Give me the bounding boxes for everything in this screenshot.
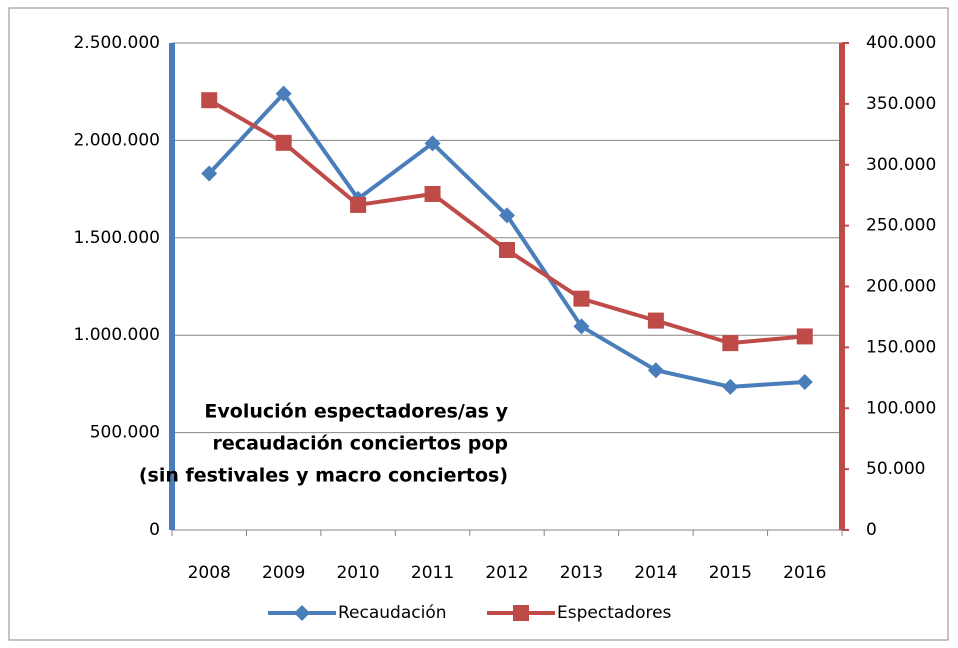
marker [350,196,367,213]
y-tick-label: 500.000 [90,423,160,443]
chart-frame [8,7,949,641]
marker [499,207,515,224]
legend-marker [294,605,310,621]
x-tick-label: 2010 [336,563,379,583]
marker [796,373,813,390]
legend-label: Recaudación [338,603,447,623]
y2-tick-label: 350.000 [866,94,936,114]
marker [573,290,590,307]
marker [424,185,441,202]
y-tick-label: 1.500.000 [73,228,160,248]
y2-tick-label: 300.000 [866,155,936,175]
marker [647,362,664,379]
x-tick-label: 2011 [411,563,454,583]
marker [275,134,292,151]
legend-label: Espectadores [557,603,672,623]
x-tick-label: 2009 [262,563,305,583]
x-tick-label: 2012 [485,563,528,583]
marker [499,241,515,258]
y2-tick-label: 50.000 [866,459,925,479]
y2-tick-label: 400.000 [866,33,936,53]
marker [201,92,218,109]
chart-title: (sin festivales y macro conciertos) [139,465,508,487]
marker [722,378,739,395]
marker [424,135,441,152]
x-tick-label: 2008 [188,563,231,583]
y2-tick-label: 150.000 [866,337,936,357]
y2-tick-label: 0 [866,520,877,540]
x-tick-label: 2014 [634,563,677,583]
marker [796,328,813,345]
x-tick-label: 2016 [783,563,826,583]
y-tick-label: 1.000.000 [73,325,160,345]
y-tick-label: 0 [149,520,160,540]
y2-tick-label: 250.000 [866,216,936,236]
chart-title: Evolución espectadores/as y [204,401,508,423]
marker [275,85,292,102]
y2-tick-label: 200.000 [866,277,936,297]
marker [573,318,590,335]
y-tick-label: 2.500.000 [73,33,160,53]
x-tick-label: 2013 [560,563,603,583]
y-tick-label: 2.000.000 [73,130,160,150]
marker [201,165,218,182]
marker [647,312,664,329]
chart-title: recaudación conciertos pop [213,433,508,455]
legend-marker [513,605,529,621]
y2-tick-label: 100.000 [866,398,936,418]
marker [722,335,739,352]
x-tick-label: 2015 [709,563,752,583]
